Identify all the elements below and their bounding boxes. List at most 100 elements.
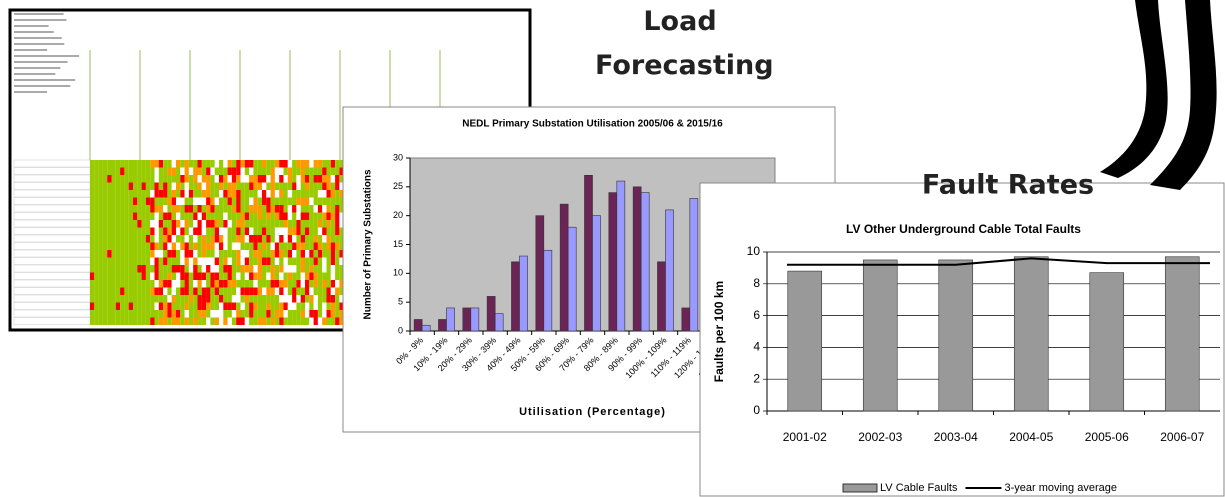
bar	[938, 259, 974, 412]
sheet-cell	[210, 220, 215, 228]
sheet-cell	[335, 227, 340, 235]
sheet-cell	[133, 242, 138, 250]
sheet-cell	[180, 160, 185, 168]
sheet-cell	[305, 280, 310, 288]
sheet-cell	[274, 220, 280, 228]
sheet-cell	[300, 197, 305, 205]
sheet-cell	[120, 167, 125, 175]
sheet-cell	[223, 317, 228, 325]
sheet-cell	[300, 287, 305, 295]
sheet-cell	[339, 317, 344, 325]
sheet-cell	[184, 242, 189, 250]
sheet-cell	[197, 310, 202, 318]
sheet-cell	[193, 242, 198, 250]
sheet-cell	[292, 235, 297, 243]
bar	[559, 203, 569, 332]
sheet-cell	[102, 197, 108, 205]
sheet-cell	[274, 197, 280, 205]
sheet-cell	[305, 317, 310, 325]
sheet-cell	[330, 317, 336, 325]
sheet-cell	[223, 227, 228, 235]
sheet-cell	[253, 242, 258, 250]
bar	[543, 249, 553, 332]
sheet-cell	[257, 295, 262, 303]
sheet-cell	[326, 257, 331, 265]
sheet-cell	[13, 257, 91, 265]
sheet-cell	[279, 205, 284, 213]
sheet-cell	[214, 190, 219, 198]
sheet-cell	[158, 295, 164, 303]
sheet-cell	[141, 280, 146, 288]
sheet-cell	[257, 227, 262, 235]
sheet-cell	[167, 197, 172, 205]
sheet-cell	[107, 160, 112, 168]
sheet-cell	[266, 295, 271, 303]
sheet-cell	[257, 205, 262, 213]
sheet-cell	[206, 257, 211, 265]
sheet-cell	[339, 287, 344, 295]
sheet-cell	[124, 242, 129, 250]
sheet-cell	[150, 302, 155, 310]
sheet-cell	[180, 242, 185, 250]
sheet-cell	[184, 310, 189, 318]
sheet-cell	[184, 220, 189, 228]
sheet-cell	[120, 310, 125, 318]
sheet-cell	[180, 212, 185, 220]
sheet-cell	[197, 205, 202, 213]
sheet-cell	[154, 242, 159, 250]
sheet-cell	[236, 242, 241, 250]
sheet-cell	[180, 317, 185, 325]
sheet-cell	[107, 295, 112, 303]
sheet-cell	[279, 295, 284, 303]
sheet-cell	[133, 197, 138, 205]
sheet-cell	[167, 182, 172, 190]
sheet-cell	[163, 220, 168, 228]
sheet-cell	[214, 175, 219, 183]
sheet-cell	[330, 257, 336, 265]
sheet-cell	[287, 265, 293, 273]
sheet-cell	[98, 235, 103, 243]
sheet-cell	[296, 227, 301, 235]
sheet-cell	[309, 295, 314, 303]
sheet-cell	[219, 287, 224, 295]
sheet-cell	[313, 227, 318, 235]
sheet-cell	[257, 220, 262, 228]
sheet-cell	[253, 182, 258, 190]
sheet-cell	[270, 250, 275, 258]
sheet-cell	[335, 160, 340, 168]
sheet-cell	[145, 160, 151, 168]
sheet-cell	[150, 227, 155, 235]
sheet-cell	[326, 250, 331, 258]
sheet-cell	[300, 257, 305, 265]
sheet-cell	[283, 242, 288, 250]
sheet-cell	[296, 197, 301, 205]
sheet-cell	[98, 160, 103, 168]
sheet-cell	[219, 205, 224, 213]
sheet-cell	[266, 197, 271, 205]
sheet-cell	[98, 310, 103, 318]
sheet-cell	[214, 212, 219, 220]
sheet-cell	[249, 250, 254, 258]
sheet-cell	[137, 227, 142, 235]
sheet-cell	[266, 220, 271, 228]
sheet-cell	[253, 257, 258, 265]
sheet-cell	[249, 160, 254, 168]
sheet-cell	[158, 257, 164, 265]
sheet-cell	[201, 302, 207, 310]
sheet-cell	[214, 242, 219, 250]
sheet-cell	[188, 280, 194, 288]
sheet-cell	[313, 197, 318, 205]
sheet-cell	[274, 205, 280, 213]
sheet-cell	[283, 310, 288, 318]
sheet-cell	[206, 272, 211, 280]
sheet-cell	[133, 280, 138, 288]
sheet-cell	[158, 302, 164, 310]
sheet-cell	[240, 272, 245, 280]
bar	[608, 192, 618, 332]
sheet-cell	[309, 310, 314, 318]
bar	[640, 192, 650, 332]
sheet-cell	[102, 257, 108, 265]
sheet-cell	[171, 160, 176, 168]
sheet-cell	[145, 182, 151, 190]
sheet-cell	[287, 287, 293, 295]
